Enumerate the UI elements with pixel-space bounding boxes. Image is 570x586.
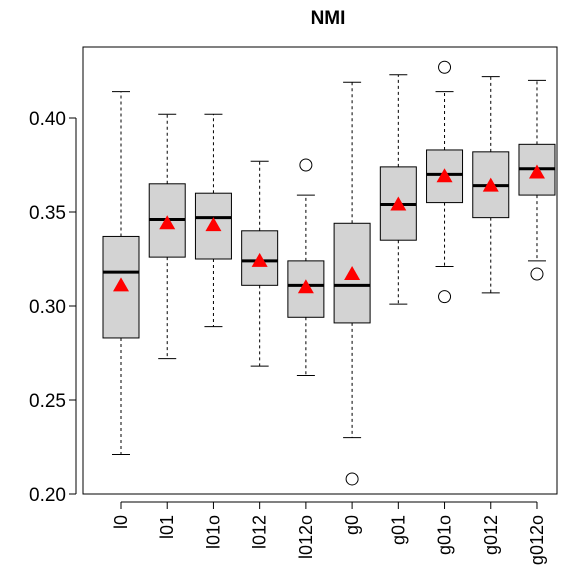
outlier-point bbox=[438, 290, 452, 304]
x-tick-label: g01 bbox=[388, 515, 408, 545]
y-tick-label: 0.20 bbox=[29, 485, 66, 506]
mean-marker bbox=[251, 252, 268, 267]
outlier-point bbox=[530, 267, 544, 281]
box-g01 bbox=[379, 74, 417, 305]
outlier-point bbox=[345, 472, 359, 486]
mean-marker bbox=[390, 196, 407, 211]
x-tick-label: g012 bbox=[481, 515, 501, 555]
chart-title: NMI bbox=[311, 8, 346, 29]
x-tick-label: g012o bbox=[527, 515, 547, 565]
mean-marker bbox=[159, 215, 176, 230]
box-l01o bbox=[194, 113, 232, 328]
mean-marker bbox=[297, 279, 314, 294]
x-tick-label: l012o bbox=[296, 515, 316, 559]
x-tick-label: l0 bbox=[111, 515, 131, 529]
x-tick-label: g0 bbox=[342, 515, 362, 535]
x-tick-label: l01o bbox=[203, 515, 223, 549]
y-tick-label: 0.25 bbox=[29, 391, 66, 412]
x-tick-label: l012 bbox=[250, 515, 270, 549]
x-tick-label: g01o bbox=[435, 515, 455, 555]
box-g0 bbox=[333, 81, 371, 486]
x-axis: l0 l01 l01o l012 l012o g0 g01 g01o g012 g012o bbox=[111, 501, 547, 565]
mean-marker bbox=[205, 217, 222, 232]
box-g01o bbox=[426, 60, 464, 304]
box-g012o bbox=[518, 79, 556, 281]
y-tick-label: 0.30 bbox=[29, 297, 66, 318]
outlier-point bbox=[299, 158, 313, 172]
plot-frame bbox=[82, 46, 558, 495]
outlier-point bbox=[438, 60, 452, 74]
mean-marker bbox=[482, 177, 499, 192]
mean-marker bbox=[436, 168, 453, 183]
mean-marker bbox=[528, 164, 545, 179]
mean-marker bbox=[113, 277, 129, 292]
mean-marker bbox=[344, 266, 361, 281]
y-tick-label: 0.35 bbox=[29, 203, 66, 224]
box-series bbox=[102, 60, 556, 486]
box-l012 bbox=[241, 160, 279, 367]
y-axis: 0.20 0.25 0.30 0.35 0.40 bbox=[29, 109, 77, 506]
box-l0 bbox=[102, 91, 140, 456]
box-l012o bbox=[287, 158, 325, 377]
y-tick-label: 0.40 bbox=[29, 109, 66, 130]
box-g012 bbox=[472, 76, 510, 294]
box-l01 bbox=[148, 113, 186, 360]
x-tick-label: l01 bbox=[157, 515, 177, 539]
